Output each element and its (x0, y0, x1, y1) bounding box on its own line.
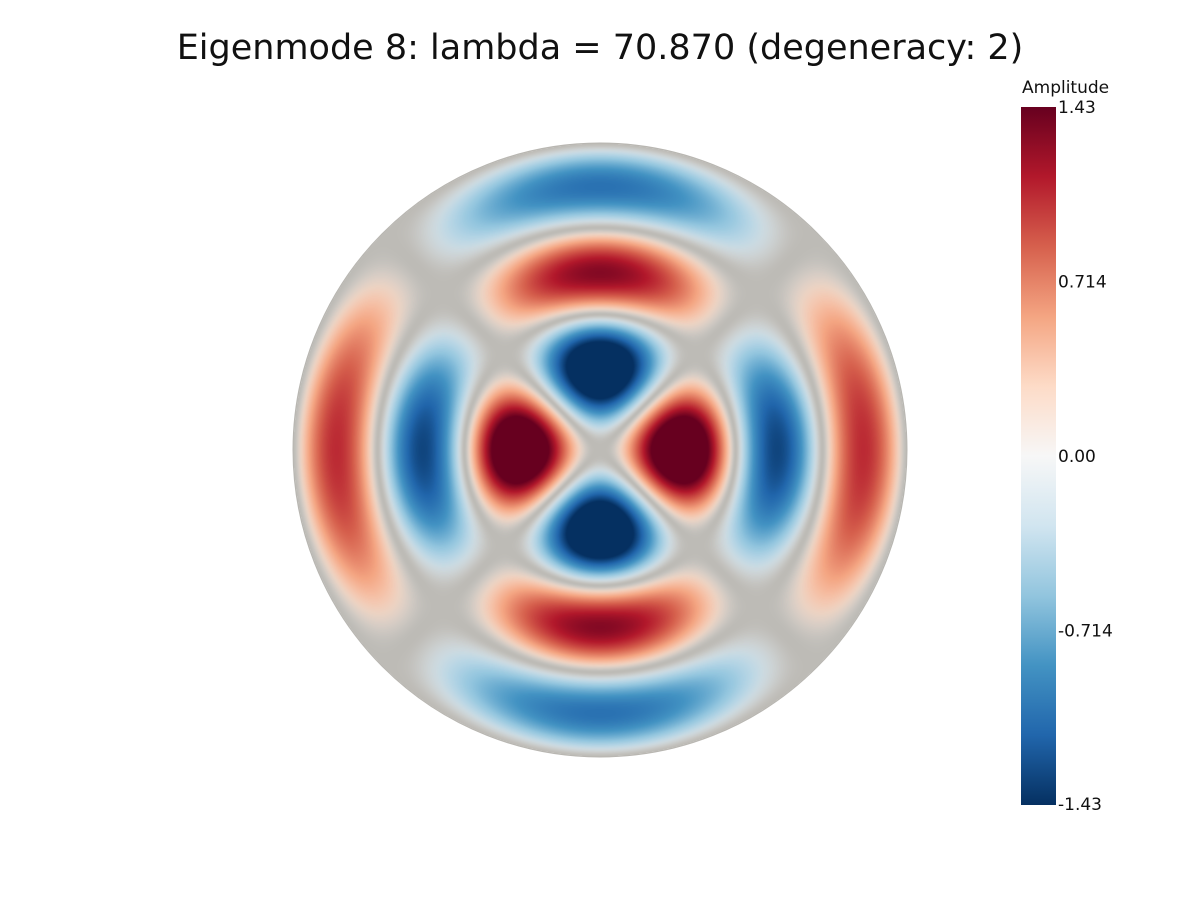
mode-field (293, 143, 907, 757)
colorbar-tick-label: -0.714 (1058, 621, 1113, 641)
colorbar-tick-label: 0.714 (1058, 273, 1107, 293)
colorbar-tick-label: 1.43 (1058, 98, 1096, 118)
colorbar-gradient (1021, 107, 1056, 805)
mode-field-image (293, 143, 907, 757)
domain-boundary (292, 142, 908, 758)
colorbar-tick-label: -1.43 (1058, 795, 1102, 815)
colorbar: Amplitude 1.43 0.714 0.00 -0.714 -1.43 (1021, 78, 1113, 815)
chart-title: Eigenmode 8: lambda = 70.870 (degeneracy… (176, 28, 1024, 68)
colorbar-title: Amplitude (1022, 78, 1109, 98)
colorbar-tick-label: 0.00 (1058, 447, 1096, 467)
